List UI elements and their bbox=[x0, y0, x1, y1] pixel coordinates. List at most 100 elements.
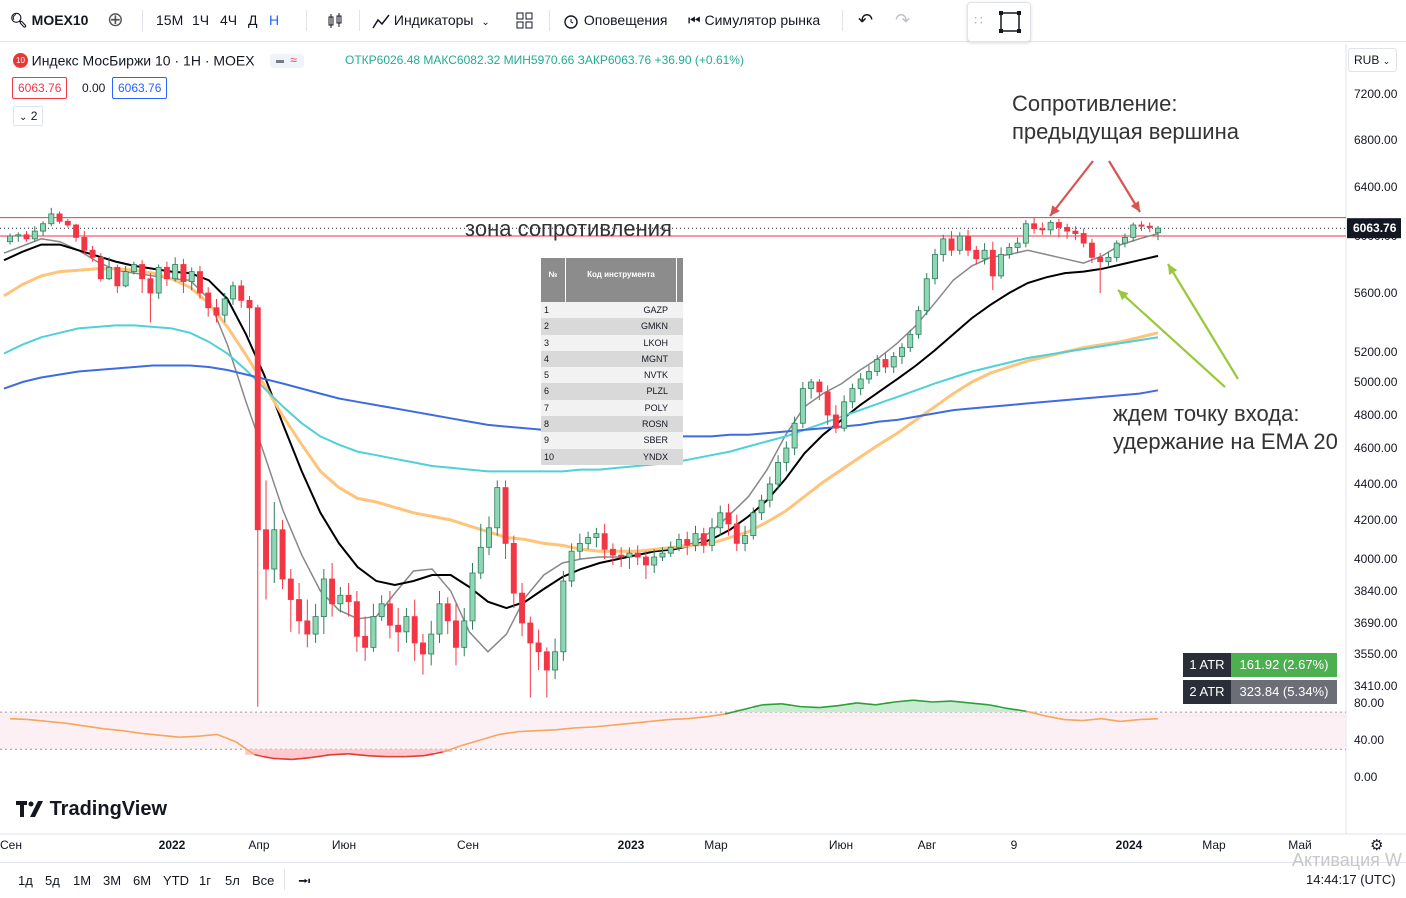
candle-body bbox=[981, 249, 988, 260]
candle-body bbox=[419, 642, 426, 655]
osc-line-segment bbox=[66, 722, 86, 727]
templates-grid-icon[interactable] bbox=[516, 0, 534, 41]
price-axis-label: 5600.00 bbox=[1354, 286, 1398, 300]
symbol-search[interactable]: 🔍︎ MOEX10 bbox=[10, 0, 88, 41]
range-6m[interactable]: 6М bbox=[133, 873, 152, 888]
price-axis-label: 4200.00 bbox=[1354, 513, 1398, 527]
candle-body bbox=[122, 271, 129, 287]
time-axis-label: Сен bbox=[457, 838, 479, 852]
atr-row-2: 2 ATR 323.84 (5.34%) bbox=[1183, 680, 1337, 704]
osc-line-segment bbox=[743, 703, 763, 711]
currency-selector[interactable]: RUB ⌄ bbox=[1348, 48, 1397, 72]
add-symbol-icon[interactable]: ⊕ bbox=[107, 9, 124, 31]
candle-body bbox=[1014, 242, 1021, 248]
legend-title-row: 10 Индекс МосБиржи 10 · 1Н · MOEX ≈ bbox=[13, 52, 305, 69]
candle-body bbox=[287, 578, 294, 600]
fullscreen-select-icon[interactable] bbox=[998, 10, 1022, 34]
range-5d[interactable]: 5д bbox=[45, 873, 60, 888]
range-3m[interactable]: 3М bbox=[103, 873, 122, 888]
table-cell-index: 5 bbox=[544, 370, 550, 381]
candle-body bbox=[106, 266, 113, 280]
osc-line-segment bbox=[518, 729, 537, 733]
goto-date-icon[interactable]: ⭲ bbox=[298, 872, 311, 891]
arrow-green-upper-head bbox=[1168, 264, 1178, 275]
candle-body bbox=[642, 556, 649, 566]
candle-body bbox=[1113, 242, 1120, 258]
undo-icon[interactable]: ↶ bbox=[858, 10, 874, 30]
price-chart[interactable]: 7200.006800.006400.006000.005600.005200.… bbox=[0, 44, 1406, 860]
drag-handle-icon[interactable]: ∷ bbox=[974, 12, 983, 28]
legend-collapse-button[interactable]: ⌄ 2 bbox=[13, 106, 44, 126]
interval-week[interactable]: Н bbox=[269, 12, 280, 28]
osc-line-segment bbox=[894, 699, 914, 703]
price-axis-label: 3550.00 bbox=[1354, 647, 1398, 661]
price-axis-label: 4000.00 bbox=[1354, 552, 1398, 566]
chart-title[interactable]: Индекс МосБиржи 10 · 1Н · MOEX bbox=[31, 52, 255, 69]
time-axis-label: 9 bbox=[1011, 838, 1018, 852]
candle-body bbox=[1130, 224, 1137, 238]
osc-line-segment bbox=[179, 735, 199, 738]
candle-body bbox=[857, 378, 864, 390]
alerts-button[interactable]: Оповещения bbox=[562, 0, 668, 41]
osc-overbought-fill bbox=[847, 702, 867, 713]
osc-line-segment bbox=[1139, 717, 1159, 721]
table-body: 1 GAZP 2 GMKN 3 LKOH 4 MGNT 5 NVTK 6 PLZL 7 POLY 8 ROSN… bbox=[541, 302, 683, 465]
tradingview-logo[interactable]: TradingView bbox=[16, 798, 167, 821]
candle-body bbox=[23, 234, 30, 240]
candle-body bbox=[403, 616, 410, 633]
candle-body bbox=[304, 620, 311, 635]
price-axis-label: 5000.00 bbox=[1354, 375, 1398, 389]
table-row: 5 NVTK bbox=[541, 367, 683, 384]
candle-body bbox=[494, 487, 501, 529]
table-cell-index: 7 bbox=[544, 402, 550, 413]
osc-overbought-fill bbox=[828, 705, 848, 713]
time-axis-label: Май bbox=[1288, 838, 1312, 852]
price-axis-label: 6400.00 bbox=[1354, 180, 1398, 194]
time-axis-label: Мар bbox=[1202, 838, 1226, 852]
range-1y[interactable]: 1г bbox=[199, 873, 211, 888]
table-row: 7 POLY bbox=[541, 399, 683, 417]
osc-oversold-fill bbox=[282, 749, 302, 760]
range-ytd[interactable]: YTD bbox=[163, 873, 189, 888]
interval-4h[interactable]: 4Ч bbox=[220, 12, 238, 28]
candle-body bbox=[296, 599, 303, 622]
candle-body bbox=[130, 264, 137, 273]
candle-body bbox=[48, 213, 55, 225]
interval-1h[interactable]: 1Ч bbox=[192, 12, 210, 28]
divider bbox=[306, 10, 307, 31]
range-all[interactable]: Все bbox=[252, 873, 275, 888]
osc-line-segment bbox=[1007, 707, 1027, 713]
chevron-down-icon: ⌄ bbox=[1382, 56, 1391, 66]
candle-body bbox=[775, 461, 782, 485]
osc-line-segment bbox=[104, 728, 123, 732]
currency-label: RUB bbox=[1354, 53, 1380, 67]
price-axis-label: 4400.00 bbox=[1354, 477, 1398, 491]
table-cell-index: 1 bbox=[544, 305, 550, 315]
market-simulator-button[interactable]: ⏮︎ Симулятор рынка bbox=[688, 0, 820, 41]
legend-flags[interactable]: ≈ bbox=[270, 53, 305, 68]
osc-line-segment bbox=[47, 720, 67, 725]
candle-body bbox=[676, 539, 682, 548]
range-5y[interactable]: 5л bbox=[225, 873, 240, 888]
range-1d[interactable]: 1д bbox=[18, 873, 33, 888]
osc-line-segment bbox=[216, 733, 237, 743]
bottom-toolbar: 1д 5д 1М 3М 6М YTD 1г 5л Все ⭲ bbox=[0, 862, 1406, 897]
bid-price-box[interactable]: 6063.76 bbox=[12, 77, 68, 99]
annotation-resistance-title: Сопротивление: bbox=[1012, 91, 1178, 116]
candle-body bbox=[502, 487, 509, 544]
range-1m[interactable]: 1М bbox=[73, 873, 92, 888]
candle-body bbox=[1138, 224, 1145, 227]
candles-icon[interactable] bbox=[326, 0, 344, 41]
interval-15m[interactable]: 15М bbox=[156, 12, 184, 28]
indicators-button[interactable]: Индикаторы ⌄ bbox=[372, 0, 490, 41]
ask-price-box[interactable]: 6063.76 bbox=[112, 77, 168, 99]
osc-line-segment bbox=[762, 703, 782, 706]
candle-body bbox=[238, 285, 245, 301]
osc-overbought-fill bbox=[734, 709, 754, 713]
table-cell-index: 8 bbox=[544, 419, 550, 430]
candle-body bbox=[89, 249, 96, 258]
redo-icon[interactable]: ↷ bbox=[895, 10, 911, 30]
interval-day[interactable]: Д bbox=[248, 12, 258, 28]
divider bbox=[359, 10, 360, 31]
arrow-green-lower bbox=[1117, 289, 1226, 388]
